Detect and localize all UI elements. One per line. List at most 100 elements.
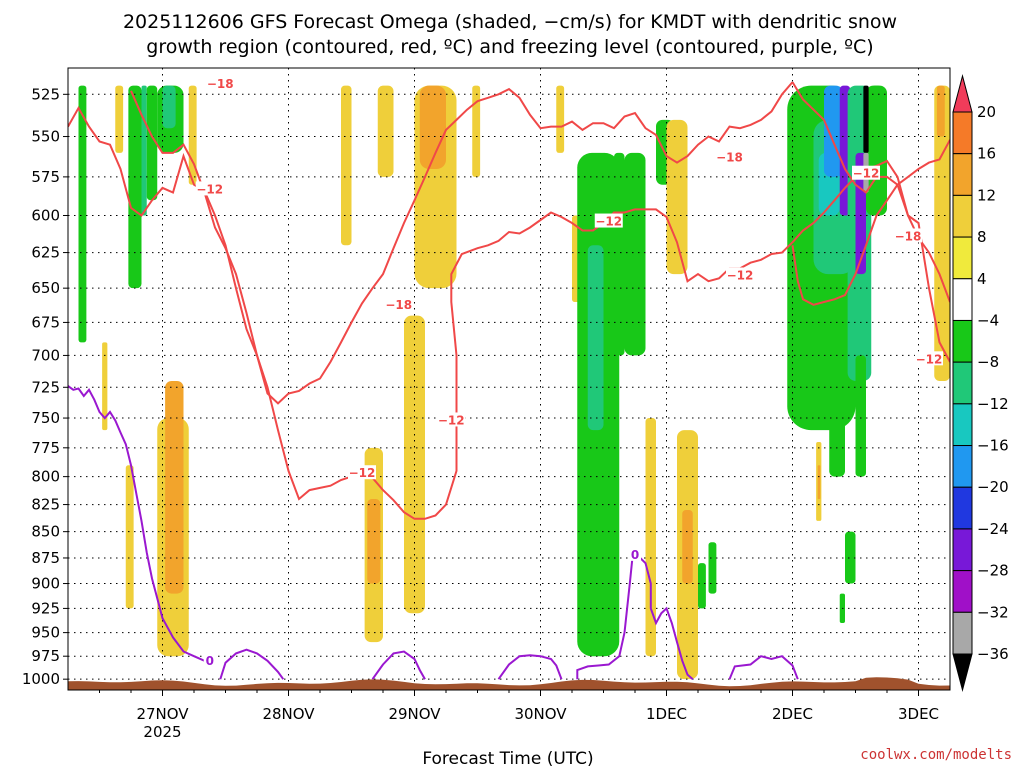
x-tick-label-3: 30NOV: [514, 705, 567, 723]
colorbar-label-13: −36: [977, 645, 1009, 663]
dgz-label-bg-8: [852, 165, 880, 180]
dgz-label-1: −12: [196, 182, 223, 196]
dgz-label-group-7: −12: [726, 267, 754, 283]
omega-patch-28: [666, 119, 688, 275]
dgz-label-bg-0: [206, 75, 235, 90]
freezing-label-group-1: 0: [629, 546, 641, 562]
dgz-label-9: −18: [895, 229, 922, 243]
freezing-contours: [68, 385, 799, 680]
y-tick-label-17: 950: [31, 624, 60, 642]
y-tick-label-3: 600: [31, 207, 60, 225]
freezing-contour-0: [68, 385, 211, 662]
colorbar-swatch-2: [952, 153, 973, 196]
y-tick-label-7: 700: [31, 346, 60, 364]
y-tick-label-5: 650: [31, 279, 60, 297]
colorbar-label-6: −8: [977, 353, 999, 371]
colorbar-swatch-9: [952, 445, 973, 488]
dgz-label-group-1: −12: [195, 181, 224, 196]
y-tick-label-0: 525: [31, 85, 60, 103]
omega-patch-24: [614, 152, 625, 356]
dgz-label-5: −12: [595, 215, 622, 229]
omega-patch-27: [645, 418, 656, 657]
freezing-label-0: 0: [206, 654, 214, 668]
colorbar-label-3: 8: [977, 228, 987, 246]
dgz-label-8: −12: [853, 167, 880, 181]
x-tick-sublabel-0: 2025: [143, 723, 181, 741]
omega-patch-25: [624, 152, 646, 356]
omega-patch-1: [115, 85, 124, 153]
y-tick-label-10: 775: [31, 439, 60, 457]
y-tick-label-12: 825: [31, 496, 60, 514]
terrain-fill: [68, 677, 950, 690]
omega-patch-51: [936, 85, 945, 137]
dgz-label-bg-1: [195, 181, 224, 196]
dgz-label-bg-7: [726, 267, 754, 282]
dgz-label-group-5: −12: [594, 213, 623, 229]
x-tick-label-5: 2DEC: [772, 705, 813, 723]
omega-patch-8: [102, 342, 108, 431]
dgz-label-group-0: −18: [206, 75, 235, 91]
y-tick-label-18: 975: [31, 647, 60, 665]
dgz-label-0: −18: [207, 77, 234, 91]
dgz-label-group-3: −12: [437, 412, 466, 427]
colorbar-swatch-1: [952, 111, 973, 155]
freezing-contour-3: [497, 654, 563, 680]
colorbar-swatch-5: [952, 278, 973, 321]
colorbar-swatch-3: [952, 194, 973, 238]
terrain: [68, 677, 950, 690]
x-axis-label: Forecast Time (UTC): [422, 749, 593, 768]
omega-patch-0: [78, 85, 87, 343]
colorbar-cap-top: [952, 74, 973, 113]
y-axis: 525 550 575 600 625 650 675 700 725 750 775 800 825 8…: [22, 85, 68, 688]
omega-patch-4: [146, 85, 158, 201]
colorbar-label-5: −4: [977, 311, 999, 329]
colorbar-label-12: −32: [977, 603, 1009, 621]
colorbar-swatch-7: [952, 361, 973, 405]
dgz-label-3: −12: [438, 413, 465, 427]
dgz-label-2: −18: [385, 298, 412, 312]
omega-patch-15: [419, 85, 446, 169]
y-tick-label-11: 800: [31, 468, 60, 486]
colorbar-label-2: 12: [977, 186, 996, 204]
freezing-contour-5: [728, 655, 799, 680]
colorbar-label-7: −12: [977, 395, 1009, 413]
colorbar-swatch-10: [952, 486, 973, 530]
dgz-label-10: −12: [916, 352, 943, 366]
freezing-contour-2: [371, 650, 426, 680]
dgz-label-4: −12: [349, 466, 376, 480]
omega-patch-40: [855, 355, 866, 477]
dgz-label-6: −18: [716, 151, 743, 165]
y-tick-label-16: 925: [31, 599, 60, 617]
x-tick-label-4: 1DEC: [646, 705, 687, 723]
freezing-label-group-0: 0: [203, 652, 216, 668]
omega-patch-45: [871, 85, 882, 153]
colorbar: 20 16 12 8 4 −4 −8 −12 −16 −20 −24 −28 −32 −36: [952, 74, 1009, 692]
dgz-contour-3: [791, 139, 950, 306]
colorbar-swatch-6: [952, 319, 973, 363]
omega-patch-12: [341, 85, 352, 246]
y-tick-label-8: 725: [31, 378, 60, 396]
chart-title-line1: 2025112606 GFS Forecast Omega (shaded, −…: [123, 11, 897, 33]
dgz-label-group-9: −18: [894, 228, 922, 243]
y-tick-label-4: 625: [31, 244, 60, 262]
omega-patch-18: [367, 499, 381, 584]
dgz-label-bg-6: [715, 149, 744, 164]
dgz-label-bg-4: [348, 465, 376, 480]
dgz-label-bg-3: [437, 412, 466, 427]
dgz-label-group-6: −18: [715, 149, 744, 165]
omega-patch-31: [698, 563, 706, 609]
colorbar-swatch-11: [952, 528, 973, 572]
colorbar-label-10: −24: [977, 520, 1009, 538]
dgz-label-bg-2: [384, 296, 413, 311]
freezing-contour-1: [219, 648, 285, 680]
omega-patch-23: [587, 245, 604, 431]
omega-patch-6: [162, 85, 176, 129]
dgz-label-bg-5: [594, 213, 623, 228]
colorbar-label-9: −20: [977, 478, 1009, 496]
y-tick-label-13: 850: [31, 523, 60, 541]
omega-patch-47: [817, 465, 821, 500]
colorbar-label-4: 4: [977, 270, 987, 288]
y-tick-label-9: 750: [31, 409, 60, 427]
omega-patch-32: [708, 542, 717, 594]
